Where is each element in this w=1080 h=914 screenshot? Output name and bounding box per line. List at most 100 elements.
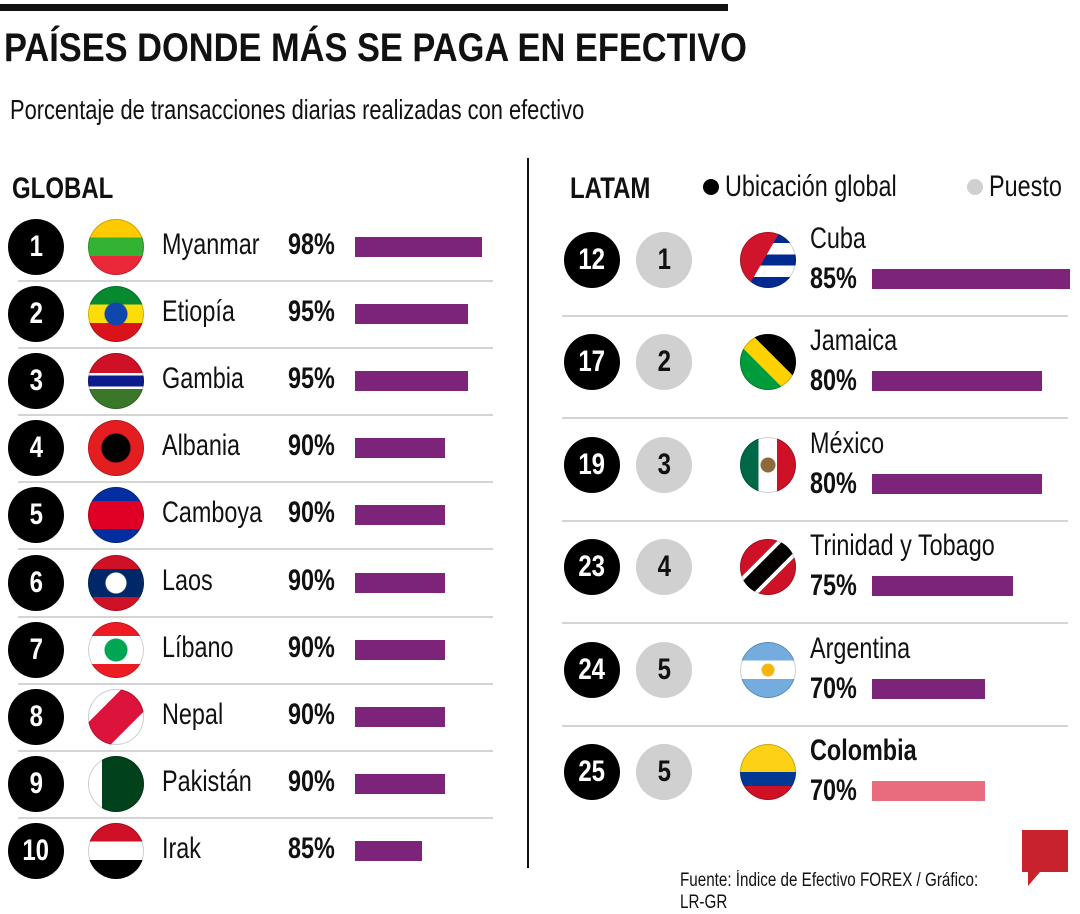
row-divider <box>18 749 493 752</box>
jamaica-flag-icon <box>740 334 796 391</box>
percent-label: 90% <box>288 429 335 463</box>
global-heading: GLOBAL <box>12 172 114 205</box>
iraq-flag-icon <box>88 822 144 879</box>
chart-subtitle: Porcentaje de transacciones diarias real… <box>10 94 585 125</box>
rank-badge: 7 <box>8 621 64 678</box>
global-rank-badge: 12 <box>564 232 620 288</box>
bar <box>872 678 985 699</box>
global-rank-badge: 17 <box>564 334 620 391</box>
cuba-flag-icon <box>740 232 796 288</box>
rank-number: 4 <box>29 431 43 465</box>
row-divider <box>18 481 493 484</box>
country-name: Cuba <box>810 222 866 255</box>
percent-label: 75% <box>810 569 857 603</box>
lr-logo <box>1022 830 1068 886</box>
bar <box>355 706 446 727</box>
row-divider <box>18 816 493 819</box>
rank-number: 7 <box>29 632 43 666</box>
pakistan-flag-icon <box>88 755 144 812</box>
percent-label: 95% <box>288 295 335 329</box>
source-note: Fuente: Índice de Efectivo FOREX / Gráfi… <box>680 870 979 913</box>
global-rank-number: 19 <box>578 447 606 481</box>
legend-global-label: Ubicación global <box>725 170 897 203</box>
rank-number: 6 <box>29 565 43 599</box>
rank-number: 2 <box>29 297 43 331</box>
albania-flag-icon <box>88 420 144 477</box>
row-divider <box>18 280 493 282</box>
global-rank-number: 24 <box>578 652 606 686</box>
rank-number: 1 <box>29 230 43 263</box>
colombia-flag-icon <box>740 744 796 800</box>
global-rank-number: 23 <box>578 550 606 584</box>
country-name: Líbano <box>162 630 234 664</box>
row-divider <box>562 519 1068 522</box>
puesto-number: 3 <box>657 447 671 481</box>
global-rank-number: 12 <box>578 243 606 276</box>
bar <box>355 572 446 593</box>
percent-label: 80% <box>810 466 857 500</box>
laos-flag-icon <box>88 554 144 611</box>
country-name: Irak <box>162 831 202 865</box>
bar <box>872 269 1070 289</box>
rank-badge: 9 <box>8 755 64 812</box>
rank-badge: 3 <box>8 353 64 410</box>
country-name: Albania <box>162 429 241 463</box>
country-name: Jamaica <box>810 324 898 358</box>
rank-badge: 8 <box>8 688 64 745</box>
row-divider <box>562 622 1068 625</box>
trinidad-flag-icon <box>740 539 796 596</box>
latam-heading: LATAM <box>570 172 651 205</box>
percent-label: 90% <box>288 630 335 664</box>
global-rank-badge: 24 <box>564 641 620 698</box>
percent-label: 90% <box>288 496 335 530</box>
puesto-badge: 5 <box>636 641 692 698</box>
country-name: Nepal <box>162 697 224 731</box>
puesto-number: 5 <box>657 755 671 788</box>
chart-title: PAÍSES DONDE MÁS SE PAGA EN EFECTIVO <box>4 26 747 70</box>
bar <box>355 304 469 325</box>
bar <box>355 639 446 660</box>
percent-label: 70% <box>810 774 857 807</box>
country-name: Myanmar <box>162 228 260 261</box>
percent-label: 85% <box>810 262 857 295</box>
gambia-flag-icon <box>88 353 144 410</box>
argentina-flag-icon <box>740 641 796 698</box>
lebanon-flag-icon <box>88 621 144 678</box>
country-name: Etiopía <box>162 295 235 329</box>
legend-puesto: Puesto <box>967 170 1080 204</box>
percent-label: 90% <box>288 697 335 731</box>
row-divider <box>18 615 493 618</box>
percent-label: 80% <box>810 364 857 398</box>
puesto-number: 4 <box>657 550 671 584</box>
column-divider <box>527 158 529 868</box>
rank-number: 8 <box>29 699 43 733</box>
bar <box>355 505 446 526</box>
global-rank-badge: 19 <box>564 436 620 493</box>
bar <box>872 371 1042 392</box>
legend-black-dot-icon <box>703 179 719 195</box>
country-name: Pakistán <box>162 764 252 798</box>
country-name: Colombia <box>810 734 917 767</box>
country-name: Trinidad y Tobago <box>810 529 995 563</box>
rank-badge: 6 <box>8 554 64 611</box>
rank-badge: 10 <box>8 822 64 879</box>
legend-puesto-label: Puesto <box>989 170 1062 203</box>
bar <box>355 773 446 794</box>
rank-number: 9 <box>29 766 43 800</box>
bar <box>355 438 446 459</box>
bar <box>872 576 1013 597</box>
puesto-number: 1 <box>657 243 671 276</box>
puesto-badge: 1 <box>636 232 692 288</box>
global-rank-badge: 23 <box>564 539 620 596</box>
top-rule <box>0 4 728 11</box>
percent-label: 90% <box>288 563 335 597</box>
myanmar-flag-icon <box>88 219 144 275</box>
bar <box>355 237 482 257</box>
percent-label: 90% <box>288 764 335 798</box>
cambodia-flag-icon <box>88 487 144 544</box>
rank-badge: 2 <box>8 286 64 343</box>
country-name: Argentina <box>810 631 911 665</box>
puesto-number: 5 <box>657 652 671 686</box>
ethiopia-flag-icon <box>88 286 144 343</box>
global-rank-badge: 25 <box>564 744 620 800</box>
